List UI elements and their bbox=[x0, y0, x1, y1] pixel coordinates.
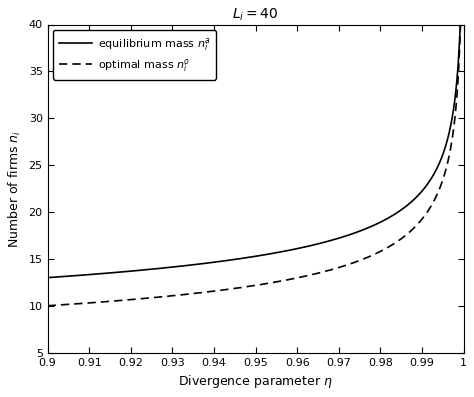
optimal mass $n_i^o$ bbox=[45, 303, 50, 308]
Title: $L_i = 40$: $L_i = 40$ bbox=[232, 7, 279, 23]
optimal mass $n_i^o$ bbox=[460, 22, 466, 27]
Y-axis label: Number of firms $n_i$: Number of firms $n_i$ bbox=[7, 129, 23, 248]
equilibrium mass $n_i^a$ bbox=[45, 275, 50, 280]
optimal mass $n_i^o$ bbox=[355, 259, 361, 264]
equilibrium mass $n_i^a$ bbox=[386, 215, 392, 220]
equilibrium mass $n_i^a$ bbox=[460, 22, 466, 27]
equilibrium mass $n_i^a$ bbox=[315, 241, 321, 246]
optimal mass $n_i^o$ bbox=[294, 276, 300, 280]
equilibrium mass $n_i^a$ bbox=[355, 229, 361, 234]
optimal mass $n_i^o$ bbox=[457, 22, 463, 27]
optimal mass $n_i^o$ bbox=[120, 298, 126, 303]
equilibrium mass $n_i^a$ bbox=[457, 22, 463, 27]
equilibrium mass $n_i^a$ bbox=[203, 261, 209, 266]
Line: optimal mass $n_i^o$: optimal mass $n_i^o$ bbox=[47, 25, 463, 306]
equilibrium mass $n_i^a$ bbox=[294, 246, 300, 251]
Line: equilibrium mass $n_i^a$: equilibrium mass $n_i^a$ bbox=[47, 25, 463, 278]
Legend: equilibrium mass $n_i^a$, optimal mass $n_i^o$: equilibrium mass $n_i^a$, optimal mass $… bbox=[53, 30, 216, 80]
equilibrium mass $n_i^a$ bbox=[120, 270, 126, 274]
optimal mass $n_i^o$ bbox=[203, 290, 209, 295]
optimal mass $n_i^o$ bbox=[386, 244, 392, 249]
X-axis label: Divergence parameter $\eta$: Divergence parameter $\eta$ bbox=[178, 373, 333, 390]
optimal mass $n_i^o$ bbox=[315, 271, 321, 276]
